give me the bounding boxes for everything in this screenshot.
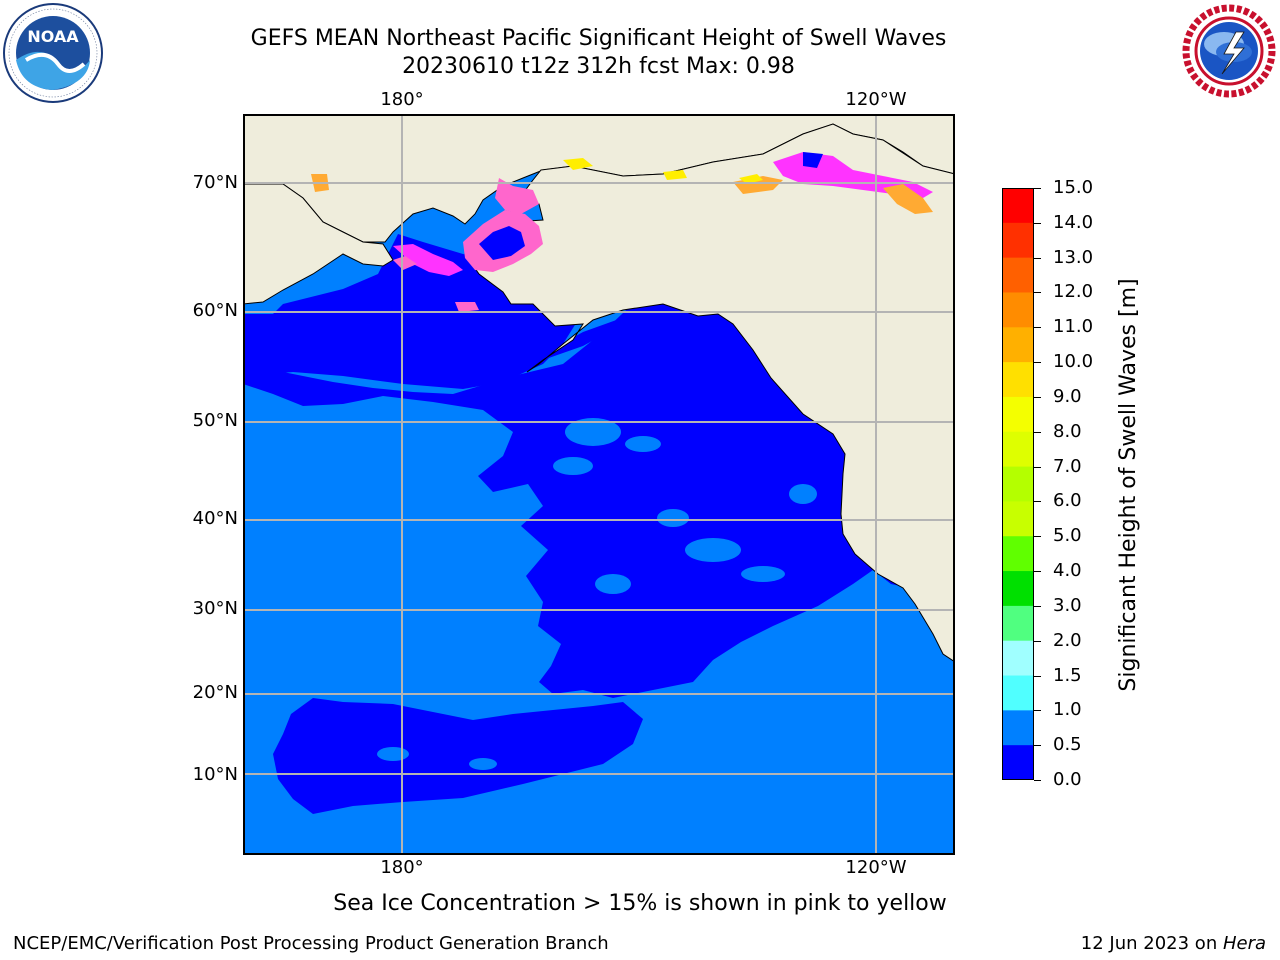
colorbar-bin bbox=[1002, 327, 1034, 363]
colorbar-bin bbox=[1002, 362, 1034, 398]
lat-label-60n: 60°N bbox=[192, 300, 238, 321]
colorbar-tick bbox=[1034, 536, 1041, 538]
colorbar-tick-label: 4.0 bbox=[1053, 560, 1082, 582]
colorbar-tick bbox=[1034, 605, 1041, 607]
noaa-logo-text: NOAA bbox=[27, 27, 79, 46]
credit-text: NCEP/EMC/Verification Post Processing Pr… bbox=[13, 933, 609, 954]
colorbar-tick bbox=[1034, 780, 1041, 781]
colorbar-bin bbox=[1002, 431, 1034, 468]
colorbar-tick bbox=[1034, 292, 1041, 294]
colorbar-tick-label: 11.0 bbox=[1053, 316, 1094, 338]
colorbar-tick-label: 7.0 bbox=[1053, 455, 1082, 477]
lon-label-bottom-180: 180° bbox=[380, 857, 424, 878]
colorbar-tick-label: 9.0 bbox=[1053, 385, 1082, 407]
sea-ice-note: Sea Ice Concentration > 15% is shown in … bbox=[333, 891, 947, 916]
colorbar-tick-label: 1.5 bbox=[1053, 664, 1082, 686]
colorbar-tick bbox=[1034, 745, 1041, 747]
colorbar-bin bbox=[1002, 466, 1034, 502]
colorbar-tick-label: 14.0 bbox=[1053, 211, 1094, 233]
colorbar-tick bbox=[1034, 501, 1041, 503]
chart-title: GEFS MEAN Northeast Pacific Significant … bbox=[250, 26, 947, 51]
colorbar bbox=[1002, 188, 1034, 780]
lon-label-top-180: 180° bbox=[380, 89, 424, 110]
colorbar-frame bbox=[1002, 188, 1034, 780]
lat-label-20n: 20°N bbox=[192, 682, 238, 703]
colorbar-tick-label: 2.0 bbox=[1053, 629, 1082, 651]
colorbar-bin bbox=[1002, 745, 1034, 780]
colorbar-tick bbox=[1034, 466, 1041, 468]
lat-label-70n: 70°N bbox=[192, 172, 238, 193]
lat-label-40n: 40°N bbox=[192, 508, 238, 529]
colorbar-bin bbox=[1002, 571, 1034, 607]
colorbar-tick bbox=[1034, 571, 1041, 573]
date-stamp: 12 Jun 2023 on Hera bbox=[1080, 933, 1266, 954]
chart-subtitle: 20230610 t12z 312h fcst Max: 0.98 bbox=[402, 54, 795, 79]
colorbar-tick bbox=[1034, 396, 1041, 398]
colorbar-tick-label: 0.0 bbox=[1053, 769, 1082, 790]
colorbar-tick bbox=[1034, 222, 1041, 224]
colorbar-tick bbox=[1034, 362, 1041, 364]
colorbar-bin bbox=[1002, 640, 1034, 677]
lon-label-bottom-120w: 120°W bbox=[845, 857, 907, 878]
colorbar-bin bbox=[1002, 188, 1034, 224]
colorbar-tick-label: 3.0 bbox=[1053, 594, 1082, 616]
swell-height-map bbox=[243, 114, 955, 855]
colorbar-tick bbox=[1034, 640, 1041, 642]
colorbar-bin bbox=[1002, 222, 1034, 259]
map-frame bbox=[243, 114, 955, 855]
colorbar-tick-label: 10.0 bbox=[1053, 351, 1094, 373]
noaa-logo: NOAA bbox=[3, 3, 103, 103]
colorbar-tick bbox=[1034, 675, 1041, 677]
colorbar-tick bbox=[1034, 188, 1041, 189]
colorbar-bin bbox=[1002, 292, 1034, 328]
colorbar-title: Significant Height of Swell Waves [m] bbox=[1116, 278, 1141, 692]
graticule bbox=[243, 114, 955, 855]
colorbar-tick-label: 12.0 bbox=[1053, 281, 1094, 303]
colorbar-tick bbox=[1034, 710, 1041, 712]
colorbar-tick-label: 1.0 bbox=[1053, 699, 1082, 721]
swell-region-tropical bbox=[273, 698, 643, 814]
lon-label-top-120w: 120°W bbox=[845, 89, 907, 110]
colorbar-tick-label: 5.0 bbox=[1053, 525, 1082, 547]
colorbar-bin bbox=[1002, 536, 1034, 572]
sea-ice-overlay bbox=[311, 152, 933, 312]
colorbar-tick bbox=[1034, 431, 1041, 433]
colorbar-tick-label: 6.0 bbox=[1053, 490, 1082, 512]
colorbar-tick bbox=[1034, 257, 1041, 259]
colorbar-bin bbox=[1002, 675, 1034, 711]
colorbar-tick-label: 13.0 bbox=[1053, 246, 1094, 268]
colorbar-bin bbox=[1002, 605, 1034, 642]
lat-label-30n: 30°N bbox=[192, 598, 238, 619]
colorbar-tick-label: 0.5 bbox=[1053, 734, 1082, 756]
colorbar-tick-label: 15.0 bbox=[1053, 177, 1094, 198]
nws-logo bbox=[1182, 4, 1276, 98]
colorbar-bin bbox=[1002, 396, 1034, 433]
colorbar-tick-label: 8.0 bbox=[1053, 420, 1082, 442]
lat-label-10n: 10°N bbox=[192, 764, 238, 785]
colorbar-bin bbox=[1002, 257, 1034, 293]
land-chukotka-tip bbox=[243, 183, 394, 305]
colorbar-bin bbox=[1002, 501, 1034, 537]
lat-label-50n: 50°N bbox=[192, 410, 238, 431]
colorbar-bin bbox=[1002, 710, 1034, 746]
colorbar-tick bbox=[1034, 327, 1041, 329]
